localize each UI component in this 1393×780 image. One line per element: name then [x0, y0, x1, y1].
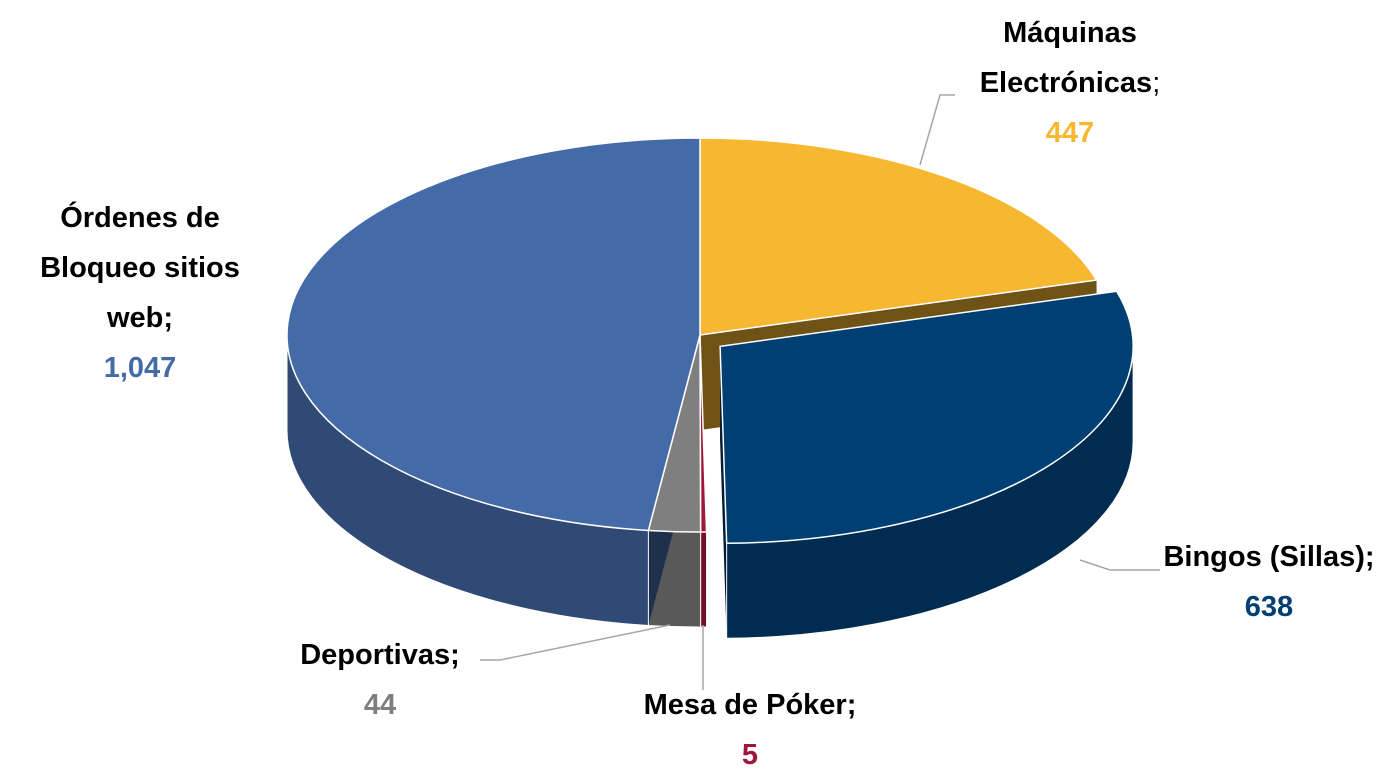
leader-line	[919, 94, 955, 166]
slice-label: Bingos (Sillas); 638	[1145, 532, 1393, 632]
leader-line	[1079, 559, 1160, 571]
category-label: Bingos (Sillas)	[1163, 541, 1365, 573]
category-label: Mesa de Póker	[643, 689, 847, 721]
category-label: Máquinas Electrónicas	[979, 17, 1153, 99]
slice-label: Deportivas; 44	[260, 630, 500, 730]
slice-edge	[720, 346, 727, 639]
separator: ;	[163, 302, 174, 334]
slice	[286, 137, 701, 532]
category-label: Órdenes de Bloqueo sitios web	[40, 202, 240, 334]
slice-label: Máquinas Electrónicas; 447	[950, 8, 1190, 158]
value-label: 5	[741, 739, 759, 771]
separator: ;	[1364, 541, 1375, 573]
slice	[699, 137, 1098, 336]
value-label: 447	[1045, 117, 1095, 149]
slice-label: Órdenes de Bloqueo sitios web; 1,047	[5, 193, 275, 393]
category-label: Deportivas	[300, 639, 451, 671]
value-label: 44	[363, 689, 397, 721]
slice	[719, 290, 1134, 545]
separator: ;	[450, 639, 460, 671]
value-label: 638	[1244, 591, 1294, 623]
leader-line	[480, 624, 671, 661]
slice-side	[700, 531, 708, 628]
slice-label: Mesa de Póker; 5	[580, 680, 920, 780]
separator: ;	[1152, 67, 1161, 99]
value-label: 1,047	[103, 352, 177, 384]
slice-tops	[286, 137, 1134, 545]
separator: ;	[846, 689, 857, 721]
